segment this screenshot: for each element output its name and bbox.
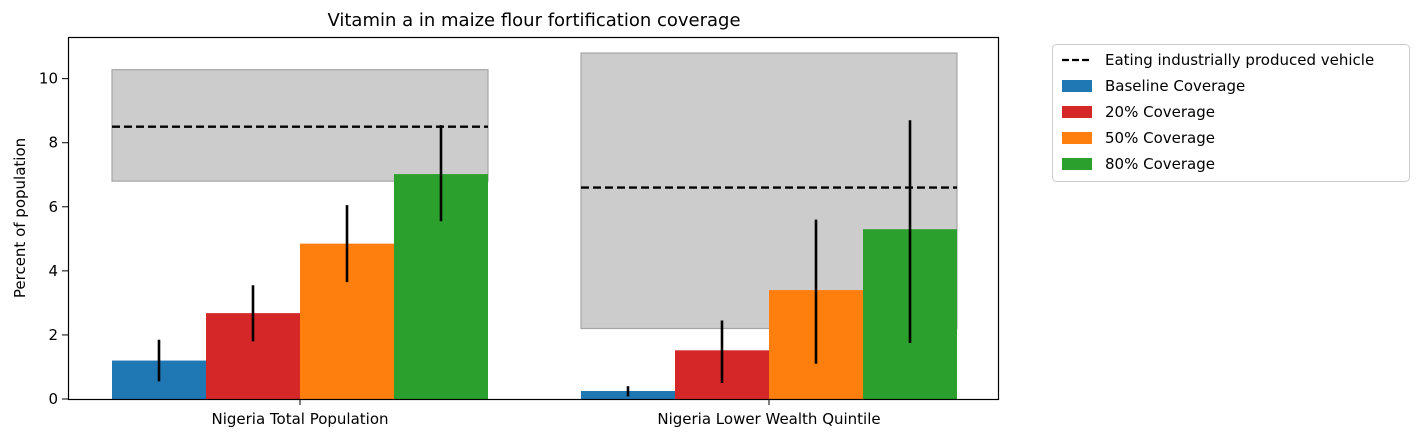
legend: Eating industrially produced vehicle Base… bbox=[1052, 44, 1410, 182]
legend-frame bbox=[1052, 44, 1410, 182]
y-tick-label: 8 bbox=[48, 134, 58, 152]
legend-label: 80% Coverage bbox=[1105, 155, 1215, 173]
legend-swatch bbox=[1062, 106, 1092, 118]
y-axis: 0 2 4 6 8 10 bbox=[39, 70, 68, 408]
legend-swatch bbox=[1062, 132, 1092, 144]
plot-frame bbox=[67, 36, 1000, 401]
y-tick-label: 0 bbox=[48, 390, 58, 408]
reference-band bbox=[111, 69, 489, 182]
x-axis: Nigeria Total Population Nigeria Lower We… bbox=[211, 399, 881, 428]
y-tick-label: 10 bbox=[39, 70, 58, 88]
x-tick-label: Nigeria Lower Wealth Quintile bbox=[657, 410, 880, 428]
reference-lines bbox=[112, 125, 957, 189]
bars bbox=[112, 174, 957, 399]
error-bars bbox=[157, 120, 912, 397]
y-axis-label: Percent of population bbox=[11, 138, 29, 298]
y-tick-label: 4 bbox=[48, 262, 58, 280]
reference-bands bbox=[111, 52, 958, 330]
legend-label: 50% Coverage bbox=[1105, 129, 1215, 147]
legend-label: 20% Coverage bbox=[1105, 103, 1215, 121]
legend-swatch bbox=[1062, 80, 1092, 92]
legend-label: Eating industrially produced vehicle bbox=[1105, 51, 1374, 69]
y-tick-label: 6 bbox=[48, 198, 58, 216]
y-tick-label: 2 bbox=[48, 326, 58, 344]
legend-swatch bbox=[1062, 158, 1092, 170]
legend-label: Baseline Coverage bbox=[1105, 77, 1245, 95]
x-tick-label: Nigeria Total Population bbox=[211, 410, 388, 428]
chart-title: Vitamin a in maize flour fortification c… bbox=[327, 10, 740, 31]
